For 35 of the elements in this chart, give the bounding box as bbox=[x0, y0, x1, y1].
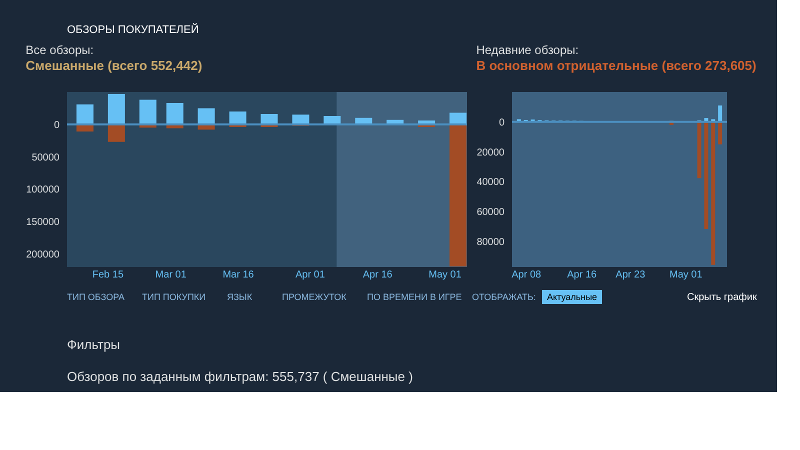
y-tick-label: 60000 bbox=[476, 207, 505, 218]
text: ТИП ОБЗОРА bbox=[67, 292, 124, 302]
x-tick-label: May 01 bbox=[669, 270, 703, 280]
y-tick-label: 40000 bbox=[476, 177, 505, 188]
chart-subtitle: В основном отрицательные (всего 273,605) bbox=[476, 58, 756, 73]
x-tick-label: Apr 16 bbox=[362, 270, 393, 280]
y-tick-label: 150000 bbox=[26, 217, 60, 228]
y-tick-label: 20000 bbox=[476, 147, 505, 158]
x-tick-label: Apr 08 bbox=[512, 270, 542, 280]
chart-title: Все обзоры: bbox=[26, 43, 94, 57]
x-tick-label: Apr 23 bbox=[616, 270, 646, 280]
x-tick-label: Mar 16 bbox=[222, 270, 254, 280]
x-tick-label: Mar 01 bbox=[155, 270, 187, 280]
y-tick-label: 200000 bbox=[26, 250, 60, 261]
chart-title: Недавние обзоры: bbox=[476, 43, 579, 57]
y-tick-label: 0 bbox=[498, 117, 505, 128]
text: Скрыть график bbox=[687, 292, 758, 303]
text: ТИП ПОКУПКИ bbox=[142, 292, 206, 302]
y-tick-label: 0 bbox=[54, 120, 60, 131]
x-tick-label: May 01 bbox=[428, 270, 462, 280]
y-tick-label: 80000 bbox=[476, 237, 505, 248]
chart-subtitle: Смешанные (всего 552,442) bbox=[26, 58, 202, 73]
text: ПО ВРЕМЕНИ В ИГРЕ bbox=[367, 292, 462, 302]
y-tick-label: 100000 bbox=[26, 184, 60, 196]
text: ПРОМЕЖУТОК bbox=[282, 292, 348, 302]
text: ОТОБРАЖАТЬ: bbox=[472, 292, 536, 302]
text: ОБЗОРЫ ПОКУПАТЕЛЕЙ bbox=[67, 23, 199, 36]
text: Фильтры bbox=[67, 337, 120, 352]
x-tick-label: Apr 01 bbox=[295, 270, 326, 280]
x-tick-label: Apr 16 bbox=[567, 270, 598, 280]
text: ЯЗЫК bbox=[227, 292, 253, 302]
text: Обзоров по заданным фильтрам: 555,737 ( Смешанные ) bbox=[67, 369, 413, 384]
y-tick-label: 50000 bbox=[32, 152, 60, 164]
x-tick-label: Feb 15 bbox=[92, 270, 124, 280]
text: Актуальные bbox=[547, 292, 598, 302]
